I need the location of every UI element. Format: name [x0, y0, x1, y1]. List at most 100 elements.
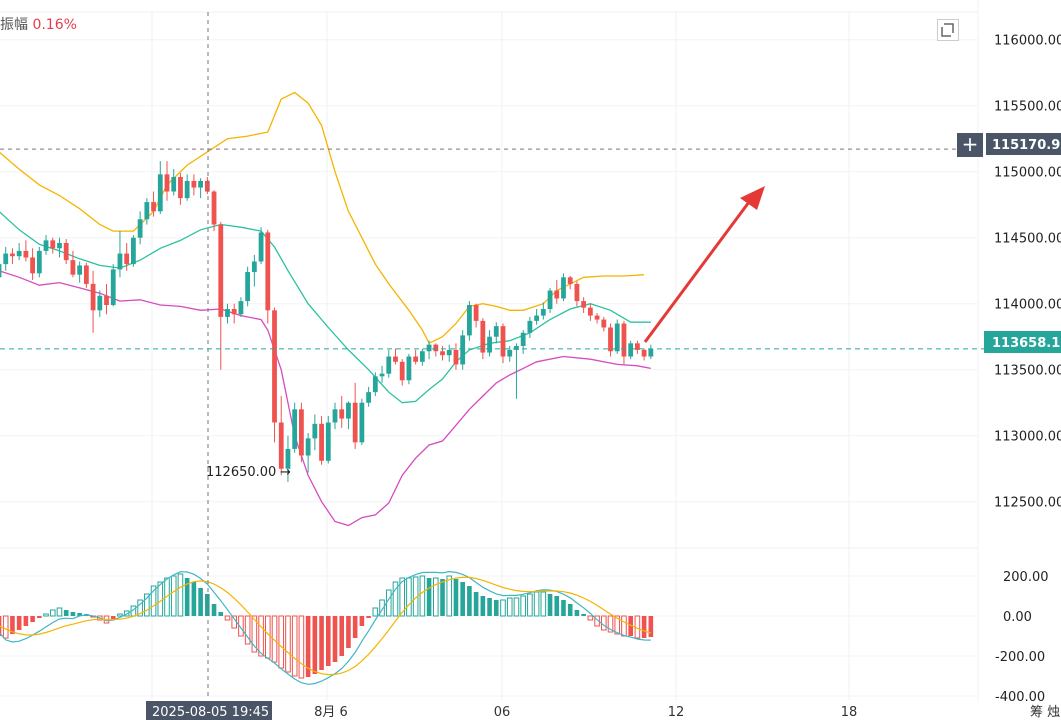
candle-body — [527, 320, 533, 333]
macd-histogram-bar — [30, 616, 35, 622]
candle-body — [265, 232, 271, 311]
candle-body — [10, 253, 15, 257]
candle-body — [594, 315, 600, 320]
last-price-badge-bg — [984, 331, 1061, 353]
macd-histogram-bar — [621, 615, 627, 637]
candle-body — [245, 272, 251, 302]
macd-histogram-bar — [567, 604, 573, 616]
macd-histogram-bar — [574, 610, 580, 616]
macd-histogram-bar — [540, 591, 547, 617]
trend-arrow-icon[interactable] — [643, 186, 765, 343]
candle-body — [648, 348, 654, 357]
candle-body — [43, 240, 49, 251]
candle-body — [178, 177, 183, 199]
candle-body — [211, 191, 217, 225]
macd-histogram-bar — [467, 586, 472, 616]
candle-body — [514, 345, 519, 350]
macd-histogram-bar — [43, 613, 49, 617]
candle-body — [325, 422, 331, 461]
macd-histogram-bar — [16, 616, 22, 630]
candle-body — [480, 320, 486, 353]
macd-histogram-bar — [184, 578, 190, 616]
macd-histogram-bar — [70, 612, 76, 616]
candle-body — [493, 326, 499, 337]
amplitude-info: 振幅 0.16% — [0, 14, 77, 34]
fullscreen-button[interactable] — [937, 19, 959, 41]
candle-body — [299, 409, 304, 456]
macd-histogram-bar — [49, 609, 56, 617]
macd-histogram-bar — [480, 596, 486, 616]
candle-body — [90, 283, 96, 311]
price-axis-label: 114500.00 — [994, 232, 1061, 247]
macd-histogram-bar — [37, 616, 42, 618]
price-axis-label: 113000.00 — [994, 430, 1061, 445]
candle-body — [628, 343, 634, 357]
macd-histogram-bar — [500, 599, 506, 617]
candle-body — [379, 373, 385, 377]
macd-histogram-bar — [561, 600, 566, 616]
macd-histogram-bar — [251, 615, 258, 653]
macd-histogram-bar — [157, 581, 164, 617]
candle-body — [104, 295, 109, 306]
candle-body — [110, 269, 116, 306]
macd-histogram-bar — [205, 594, 210, 616]
candle-body — [393, 356, 398, 362]
macd-histogram-bar — [305, 616, 311, 677]
macd-histogram-bar — [506, 597, 513, 617]
candle-body — [547, 290, 553, 309]
macd-histogram-bar — [238, 615, 244, 637]
candle-body — [641, 349, 647, 357]
candlesticks — [0, 161, 654, 482]
macd-histogram-bar — [23, 616, 29, 626]
candle-body — [419, 351, 425, 362]
candle-body — [587, 307, 593, 316]
macd-histogram-bar — [554, 596, 560, 616]
candle-body — [386, 356, 392, 374]
bollinger-middle-line — [0, 211, 651, 404]
crosshair-price-badge: 115170.98 — [992, 138, 1061, 153]
candle-body — [131, 237, 136, 265]
macd-histogram-bar — [346, 616, 351, 648]
bottom-right-label: 筹 烛 — [1030, 704, 1060, 720]
candle-body — [204, 180, 210, 192]
candle-body — [231, 309, 237, 315]
candle-body — [540, 309, 546, 316]
candle-body — [561, 277, 566, 299]
macd-histogram-bar — [218, 612, 224, 616]
macd-histogram-bar — [224, 615, 231, 621]
candle-body — [581, 301, 587, 308]
plus-icon: + — [961, 132, 979, 156]
macd-histogram-bar — [339, 616, 345, 656]
macd-histogram-bar — [607, 615, 614, 633]
candle-body — [70, 260, 76, 275]
amplitude-value: 0.16% — [32, 17, 77, 33]
bollinger-upper-line — [0, 91, 645, 345]
macd-histogram-bar — [426, 578, 432, 616]
candle-body — [36, 250, 42, 274]
macd-histogram-bar — [520, 595, 526, 617]
candle-body — [332, 409, 338, 423]
macd-histogram-bar — [291, 615, 298, 677]
price-axis-label: 114000.00 — [994, 298, 1061, 313]
macd-histogram-bar — [2, 615, 9, 639]
candle-body — [50, 240, 56, 249]
candle-body — [399, 361, 405, 381]
macd-histogram-bar — [366, 616, 371, 618]
macd-histogram-bar — [392, 581, 399, 617]
macd-histogram-bar — [614, 615, 621, 635]
candle-body — [413, 356, 419, 362]
macd-dif-line — [0, 570, 651, 685]
macd-histogram-bar — [379, 599, 385, 617]
macd-axis-label: -200.00 — [995, 650, 1045, 665]
price-axis-label: 115500.00 — [994, 100, 1061, 115]
candle-body — [272, 310, 277, 423]
macd-histogram-bar — [137, 599, 143, 617]
macd-histogram-bar — [285, 615, 291, 673]
macd-histogram-bar — [601, 615, 607, 631]
candle-body — [184, 180, 190, 199]
add-price-alert-button[interactable]: + — [957, 133, 983, 157]
macd-axis-label: -400.00 — [995, 690, 1045, 705]
candle-body — [57, 243, 62, 249]
candle-body — [608, 327, 613, 352]
